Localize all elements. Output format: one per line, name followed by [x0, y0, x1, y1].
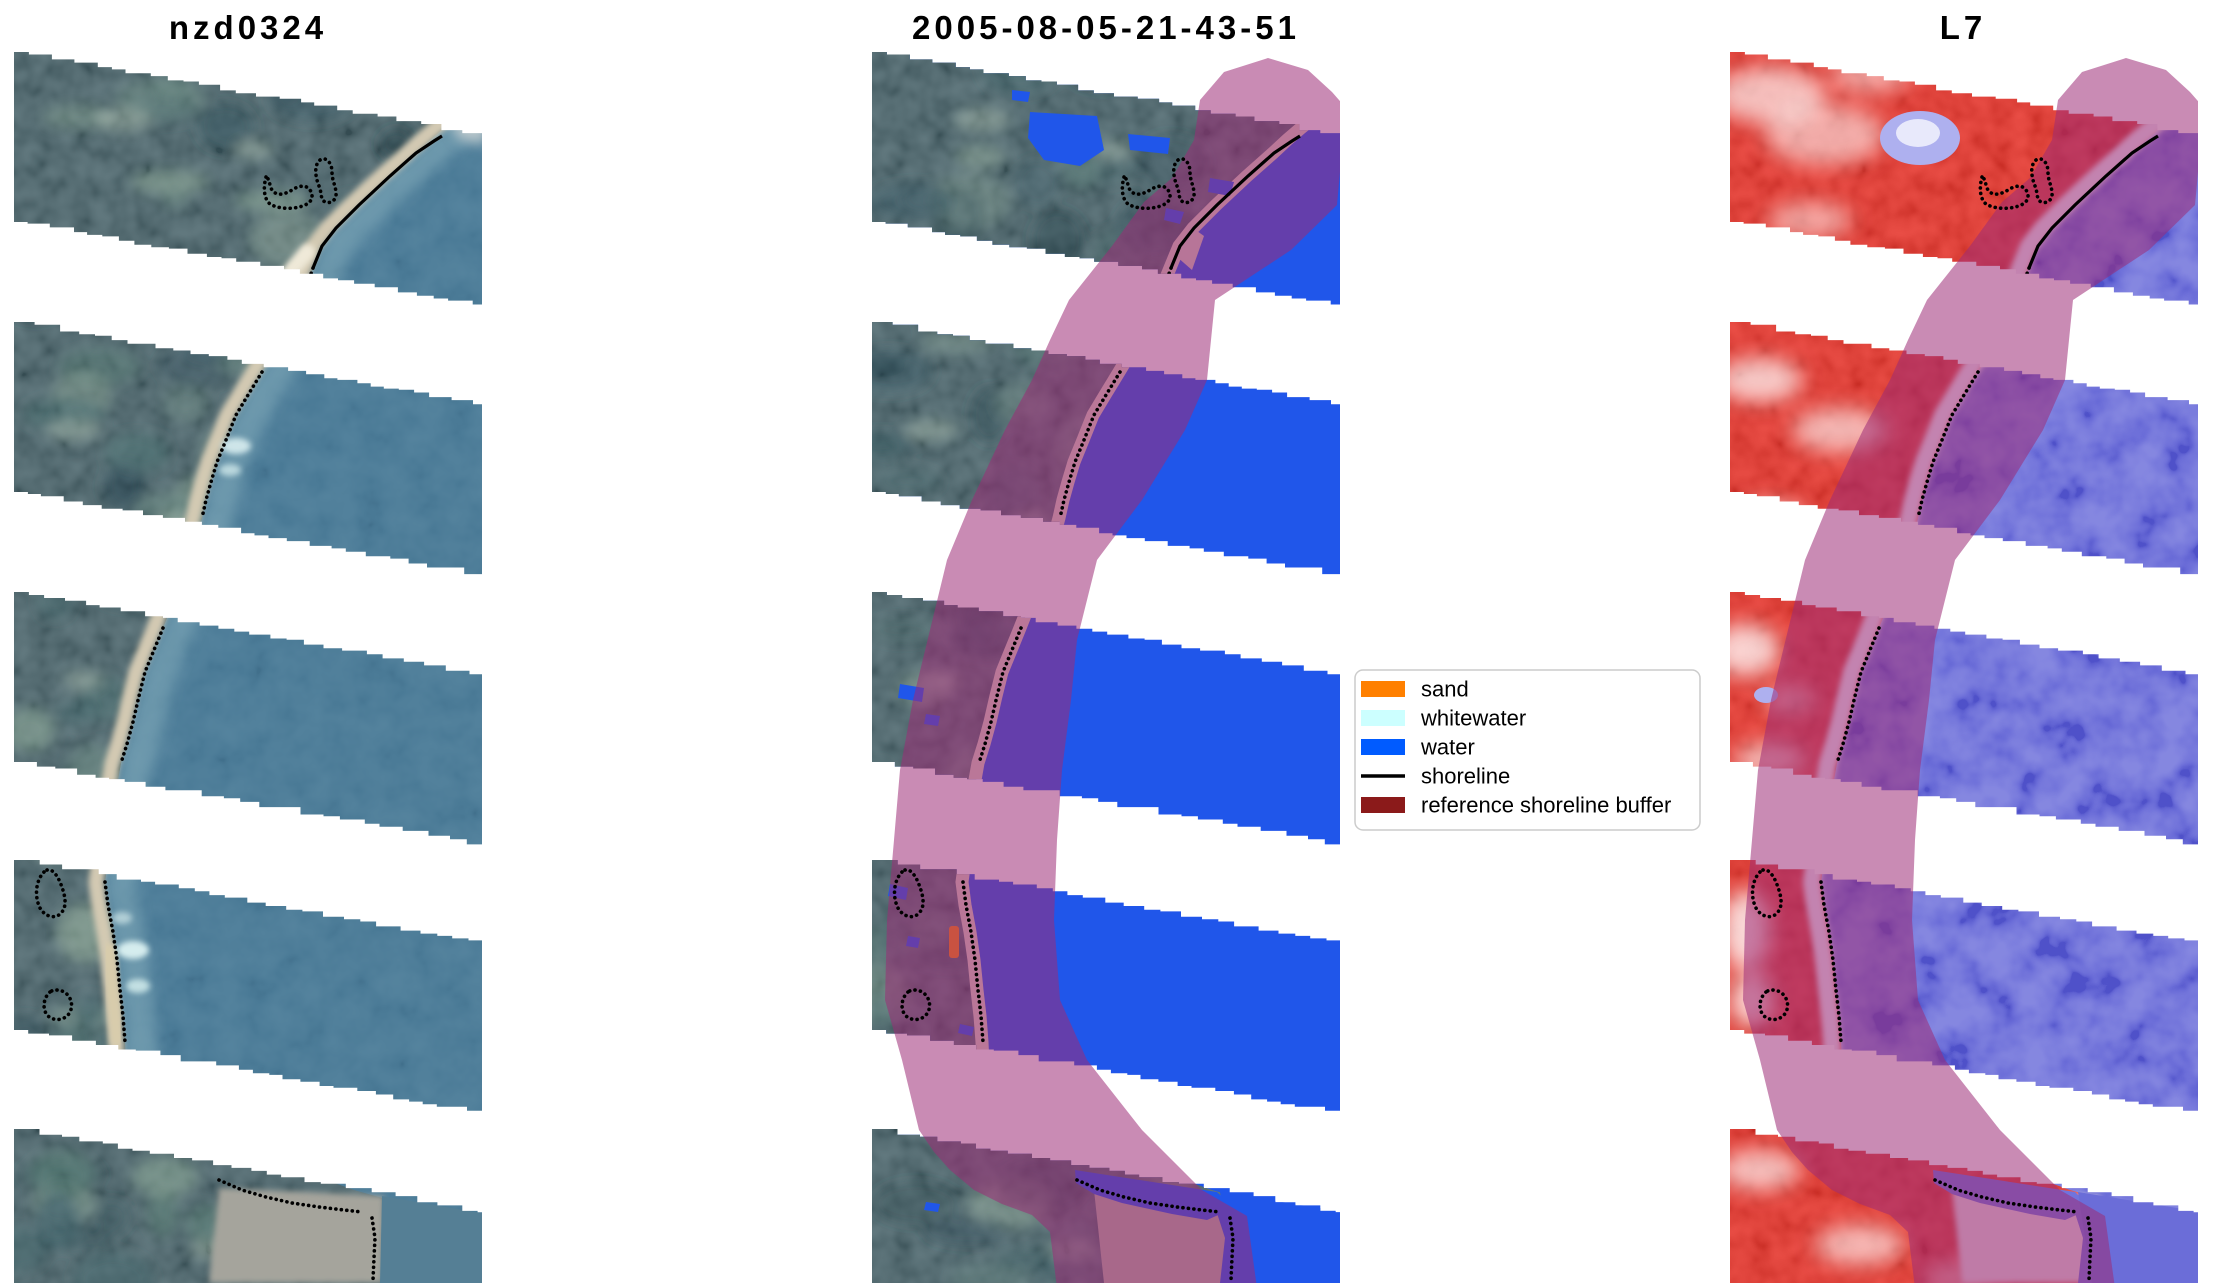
svg-text:shoreline: shoreline	[1421, 764, 1510, 789]
svg-text:nzd0324: nzd0324	[169, 9, 327, 46]
svg-text:sand: sand	[1421, 677, 1469, 702]
svg-text:L7: L7	[1940, 9, 1987, 46]
svg-text:water: water	[1420, 735, 1475, 760]
svg-text:whitewater: whitewater	[1420, 706, 1526, 731]
svg-text:2005-08-05-21-43-51: 2005-08-05-21-43-51	[912, 9, 1300, 46]
svg-text:reference shoreline buffer: reference shoreline buffer	[1421, 793, 1671, 818]
